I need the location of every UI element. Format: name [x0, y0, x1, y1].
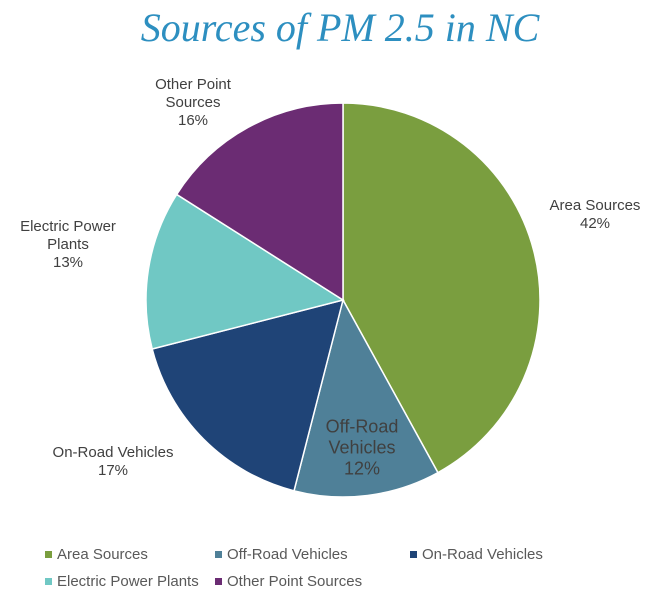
- legend-label: Off-Road Vehicles: [227, 546, 348, 563]
- legend-label: Other Point Sources: [227, 573, 363, 590]
- pie-slice: [293, 297, 439, 498]
- data-label-name: Off-Road Vehicles: [325, 416, 399, 458]
- data-label-name: Electric Power Plants: [20, 218, 116, 253]
- data-label-name: On-Road Vehicles: [52, 444, 174, 461]
- data-label-value: 16%: [177, 112, 209, 129]
- legend-item: Other Point Sources: [215, 573, 362, 590]
- legend-label: Electric Power Plants: [57, 573, 199, 590]
- legend-label: Area Sources: [57, 546, 148, 563]
- data-label: Electric Power Plants 13%: [3, 218, 133, 272]
- legend-swatch: [45, 578, 52, 585]
- legend-item: Electric Power Plants: [45, 573, 199, 590]
- legend-swatch: [215, 551, 222, 558]
- pie-slice: [145, 193, 345, 350]
- data-label: On-Road Vehicles 17%: [38, 444, 188, 480]
- data-label: Other Point Sources 16%: [143, 76, 243, 130]
- data-label-value: 17%: [97, 462, 129, 479]
- legend-item: Area Sources: [45, 546, 148, 563]
- chart-title: Sources of PM 2.5 in NC: [141, 5, 541, 50]
- data-label: Area Sources 42%: [530, 197, 651, 233]
- data-label-value: 12%: [343, 458, 381, 479]
- data-label-name: Area Sources: [549, 197, 641, 214]
- data-label: Off-Road Vehicles 12%: [317, 417, 407, 480]
- pie-slice: [175, 102, 344, 302]
- data-label-value: 13%: [52, 254, 84, 271]
- pie-slice: [151, 298, 345, 492]
- legend-label: On-Road Vehicles: [422, 546, 543, 563]
- data-label-name: Other Point Sources: [155, 76, 231, 111]
- legend-swatch: [215, 578, 222, 585]
- legend-swatch: [410, 551, 417, 558]
- data-label-value: 42%: [579, 215, 611, 232]
- legend-swatch: [45, 551, 52, 558]
- pie-slice: [342, 102, 541, 474]
- legend-item: Off-Road Vehicles: [215, 546, 348, 563]
- legend-item: On-Road Vehicles: [410, 546, 543, 563]
